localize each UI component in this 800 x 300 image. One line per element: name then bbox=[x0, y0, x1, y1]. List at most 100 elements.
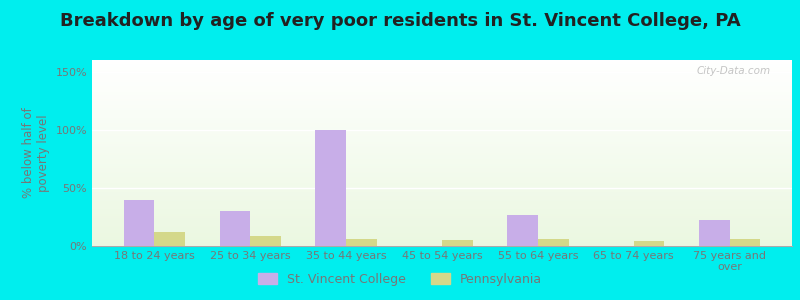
Bar bbox=[92, 183, 792, 184]
Bar bbox=[92, 160, 792, 162]
Bar bbox=[92, 122, 792, 123]
Bar bbox=[92, 64, 792, 66]
Bar bbox=[92, 173, 792, 175]
Bar bbox=[92, 155, 792, 157]
Bar bbox=[92, 162, 792, 164]
Bar bbox=[92, 133, 792, 134]
Bar bbox=[92, 238, 792, 240]
Bar bbox=[92, 136, 792, 138]
Bar bbox=[92, 69, 792, 71]
Bar bbox=[92, 194, 792, 196]
Bar bbox=[92, 108, 792, 110]
Bar bbox=[315, 130, 346, 246]
Bar bbox=[92, 181, 792, 183]
Bar bbox=[92, 177, 792, 179]
Text: City-Data.com: City-Data.com bbox=[697, 66, 771, 76]
Bar bbox=[92, 209, 792, 211]
Bar bbox=[92, 66, 792, 68]
Bar bbox=[538, 239, 569, 246]
Bar bbox=[92, 140, 792, 142]
Bar bbox=[92, 116, 792, 118]
Bar bbox=[92, 94, 792, 95]
Bar bbox=[92, 168, 792, 170]
Y-axis label: % below half of
poverty level: % below half of poverty level bbox=[22, 108, 50, 198]
Bar bbox=[92, 86, 792, 88]
Bar bbox=[92, 190, 792, 192]
Bar bbox=[92, 207, 792, 209]
Bar bbox=[92, 127, 792, 129]
Legend: St. Vincent College, Pennsylvania: St. Vincent College, Pennsylvania bbox=[254, 268, 546, 291]
Bar bbox=[92, 80, 792, 82]
Bar bbox=[92, 79, 792, 80]
Bar bbox=[92, 110, 792, 112]
Bar bbox=[442, 240, 473, 246]
Bar bbox=[92, 73, 792, 75]
Bar bbox=[92, 229, 792, 231]
Bar bbox=[92, 101, 792, 103]
Bar bbox=[92, 227, 792, 229]
Bar bbox=[92, 112, 792, 114]
Bar bbox=[92, 99, 792, 101]
Bar bbox=[92, 123, 792, 125]
Bar bbox=[92, 118, 792, 119]
Bar bbox=[92, 222, 792, 224]
Bar bbox=[92, 62, 792, 64]
Bar bbox=[92, 125, 792, 127]
Bar bbox=[346, 239, 377, 246]
Bar bbox=[92, 164, 792, 166]
Bar bbox=[92, 233, 792, 235]
Bar bbox=[92, 71, 792, 73]
Bar bbox=[92, 237, 792, 239]
Bar bbox=[92, 77, 792, 79]
Bar bbox=[92, 138, 792, 140]
Bar bbox=[92, 60, 792, 62]
Bar bbox=[92, 211, 792, 212]
Bar bbox=[92, 218, 792, 220]
Bar bbox=[92, 119, 792, 122]
Bar bbox=[92, 205, 792, 207]
Bar bbox=[154, 232, 185, 246]
Bar bbox=[699, 220, 730, 246]
Bar bbox=[92, 224, 792, 226]
Bar bbox=[92, 200, 792, 201]
Bar bbox=[92, 114, 792, 116]
Bar bbox=[92, 235, 792, 237]
Bar bbox=[92, 192, 792, 194]
Bar bbox=[92, 242, 792, 244]
Bar bbox=[92, 142, 792, 144]
Bar bbox=[92, 105, 792, 106]
Bar bbox=[92, 68, 792, 69]
Bar bbox=[92, 75, 792, 77]
Bar bbox=[92, 149, 792, 151]
Bar bbox=[92, 134, 792, 136]
Bar bbox=[634, 241, 664, 246]
Bar bbox=[220, 211, 250, 246]
Bar bbox=[92, 203, 792, 205]
Bar bbox=[507, 214, 538, 246]
Bar bbox=[92, 157, 792, 159]
Bar bbox=[92, 147, 792, 149]
Bar bbox=[92, 103, 792, 105]
Bar bbox=[92, 88, 792, 90]
Bar bbox=[92, 196, 792, 198]
Bar bbox=[92, 172, 792, 173]
Bar bbox=[92, 198, 792, 200]
Bar bbox=[92, 179, 792, 181]
Bar bbox=[92, 131, 792, 133]
Bar bbox=[92, 240, 792, 242]
Bar bbox=[92, 129, 792, 131]
Bar bbox=[92, 159, 792, 161]
Text: Breakdown by age of very poor residents in St. Vincent College, PA: Breakdown by age of very poor residents … bbox=[60, 12, 740, 30]
Bar bbox=[92, 184, 792, 187]
Bar bbox=[92, 216, 792, 218]
Bar bbox=[92, 220, 792, 222]
Bar bbox=[92, 170, 792, 172]
Bar bbox=[92, 187, 792, 188]
Bar bbox=[92, 82, 792, 84]
Bar bbox=[92, 95, 792, 97]
Bar bbox=[92, 244, 792, 246]
Bar bbox=[92, 153, 792, 155]
Bar bbox=[92, 188, 792, 190]
Bar bbox=[92, 151, 792, 153]
Bar bbox=[92, 144, 792, 146]
